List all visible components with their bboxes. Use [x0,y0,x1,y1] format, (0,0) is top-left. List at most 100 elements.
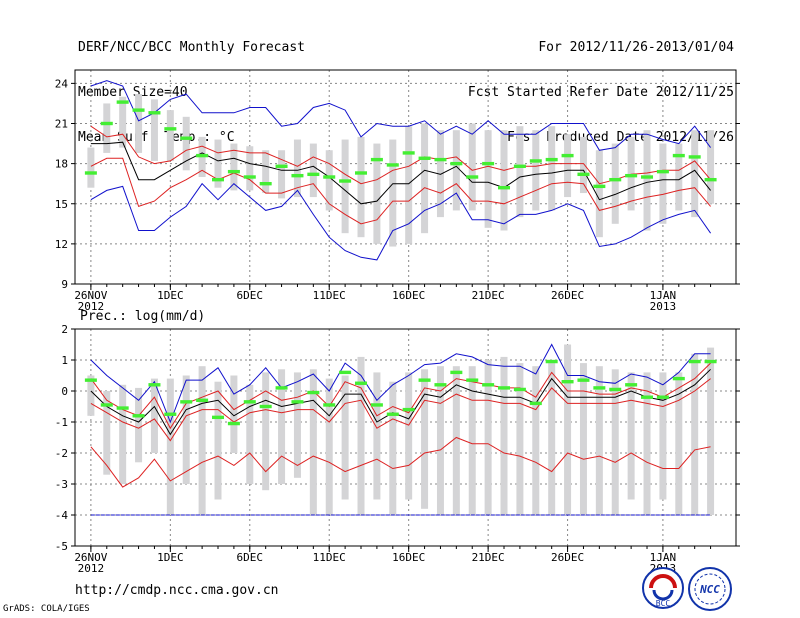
precip-green-marker [323,403,336,407]
temp-green-marker [688,155,701,159]
temp-ensemble-bar [516,126,524,218]
precip-green-marker [291,400,304,404]
temp-green-marker [180,136,193,140]
temp-xtick-label: 1JAN [650,289,677,302]
temp-ensemble-bar [564,134,572,198]
temp-ensemble-bar [436,130,444,218]
temp-green-marker [370,157,383,162]
temp-green-marker [609,177,622,182]
bcc-logo-text: BCC [656,599,671,608]
precip-green-marker [307,390,320,395]
precip-ensemble-bar [405,372,413,500]
temp-green-marker [656,169,669,174]
temp-green-marker [196,153,209,158]
temp-ensemble-bar [405,126,413,244]
temp-ensemble-bar [707,130,715,204]
precip-ensemble-bar [691,353,699,515]
temp-ytick-label: 21 [55,118,68,131]
temp-series-mean-sd [90,157,711,225]
precip-ensemble-bar [484,360,492,515]
precip-green-marker [688,359,701,364]
precip-green-marker [450,370,463,375]
precip-ensemble-bar [373,372,381,500]
temp-ensemble-bar [579,136,587,194]
temp-series-upper [90,80,712,151]
precip-series-upper [90,343,711,424]
temp-green-marker [323,175,336,179]
bcc-logo: BCC [642,567,684,609]
precip-ensemble-bar [389,381,397,515]
precip-ensemble-bar [230,375,238,453]
precip-ytick-label: -5 [55,540,68,553]
temp-ensemble-bar [484,130,492,228]
temp-green-marker [212,177,225,182]
precip-xtick-year: 2012 [78,562,105,575]
ncc-logo-text: NCC [699,583,720,596]
temp-ensemble-bar [452,130,460,211]
temp-xtick-label: 6DEC [237,289,264,302]
precip-green-marker [561,380,574,384]
temp-ensemble-bar [421,123,429,234]
temp-ensemble-bar [293,139,301,198]
precip-ytick-label: -1 [55,416,68,429]
temp-green-marker [339,179,352,183]
precip-green-marker [116,406,129,410]
precip-ensemble-bar [214,381,222,500]
temp-green-marker [529,159,542,163]
precip-green-marker [498,386,511,390]
precip-ensemble-bar [421,369,429,509]
precip-ensemble-bar [611,369,619,515]
precip-green-marker [704,359,717,364]
precip-green-marker [227,421,240,426]
temp-ensemble-bar [278,150,286,199]
temp-ensemble-bar [357,136,365,238]
precip-green-marker [355,381,368,385]
precip-ytick-label: 2 [61,323,68,336]
temp-green-marker [418,156,431,160]
precip-green-marker [545,359,558,364]
precip-ensemble-bar [548,363,556,515]
temp-ensemble-bar [87,147,95,188]
precip-ytick-label: -3 [55,478,68,491]
precip-xtick-label: 1JAN [650,551,677,564]
temp-ensemble-bar [532,130,540,211]
temp-xtick-label: 11DEC [313,289,346,302]
precip-xtick-label: 11DEC [313,551,346,564]
temp-series-mean-sd [90,125,711,185]
temp-xtick-year: 2012 [78,300,105,313]
precip-green-marker [386,412,399,416]
precip-xtick-label: 21DEC [472,551,505,564]
temp-green-marker [513,164,526,168]
temp-ensemble-bar [150,99,158,161]
temp-ensemble-bar [627,136,635,211]
precip-ensemble-bar [659,372,667,500]
precip-green-marker [482,383,495,387]
precip-green-marker [672,376,685,381]
temp-green-marker [561,153,574,158]
temp-xtick-label: 26DEC [551,289,584,302]
footer-grads: GrADS: COLA/IGES [3,604,90,614]
temp-series-lower [90,182,712,261]
precip-green-marker [84,378,97,382]
ncc-logo: NCC [688,567,732,611]
precip-ensemble-bar [643,372,651,515]
precip-xtick-label: 16DEC [392,551,425,564]
temp-green-marker [450,161,463,166]
precip-ytick-label: -2 [55,447,68,460]
precip-ensemble-bar [452,366,460,515]
header-member-size: Member Size=40 [78,85,188,100]
temp-ensemble-bar [325,150,333,211]
precip-ensemble-bar [675,372,683,515]
precip-green-marker [164,412,177,416]
precip-green-marker [339,370,352,375]
temp-green-marker [355,171,368,175]
precip-ensemble-bar [198,366,206,515]
precip-green-marker [132,414,145,418]
temp-xtick-label: 21DEC [472,289,505,302]
precip-ensemble-bar [166,378,174,515]
temp-ensemble-bar [389,139,397,247]
precip-green-marker [656,395,669,399]
header-started-date: Fcst Started Refer Date 2012/11/25 [467,85,734,100]
header-forecast-period: For 2012/11/26-2013/01/04 [538,40,734,55]
precip-series-lower [90,436,711,488]
